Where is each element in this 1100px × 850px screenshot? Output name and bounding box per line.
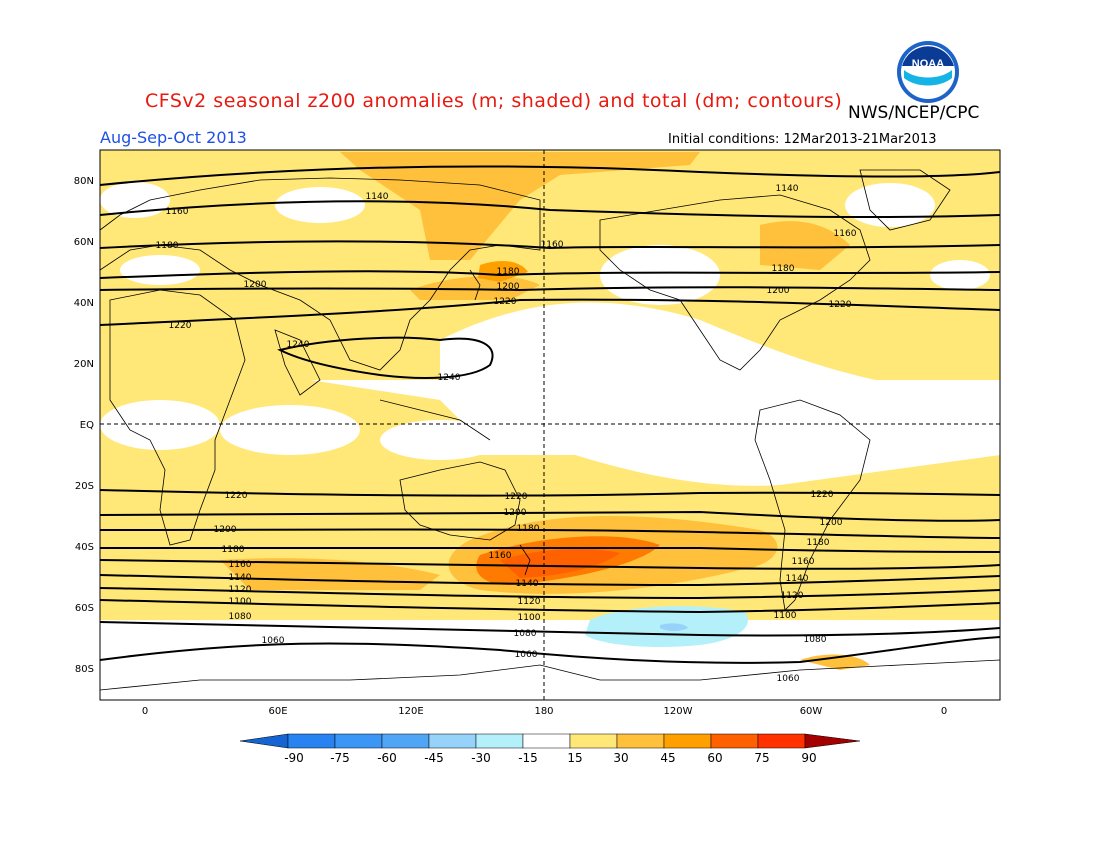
contour-label: 1140 [229, 573, 252, 583]
lat-label: 60N [74, 237, 94, 248]
lat-label: 40N [74, 298, 94, 309]
contour-label: 1120 [229, 585, 252, 595]
contour-label: 1240 [438, 373, 461, 383]
contour-label: 1100 [229, 597, 252, 607]
contour-label: 1220 [494, 297, 517, 307]
colorbar-label: -30 [471, 751, 491, 765]
lat-label: EQ [80, 420, 94, 431]
contour-label: 1160 [541, 240, 564, 250]
contour-label: 1220 [829, 300, 852, 310]
contour-label: 1200 [820, 518, 843, 528]
contour-label: 1120 [781, 591, 804, 601]
season-label: Aug-Sep-Oct 2013 [100, 128, 247, 147]
lon-label: 120E [398, 706, 423, 717]
contour-label: 1140 [776, 184, 799, 194]
colorbar-swatch [616, 733, 665, 749]
colorbar-label: -90 [284, 751, 304, 765]
height-contours [99, 165, 1001, 664]
colorbar: -90 -75 -60 -45 -30 -15 15 30 45 60 75 9… [239, 733, 861, 765]
colorbar-left-arrow [239, 733, 289, 749]
colorbar-label: -15 [518, 751, 538, 765]
contour-label: 1220 [169, 321, 192, 331]
lon-label: 0 [941, 706, 947, 717]
contour-label: 1160 [489, 551, 512, 561]
colorbar-label: 15 [567, 751, 582, 765]
contour-label: 1160 [166, 207, 189, 217]
contour-label: 1140 [786, 574, 809, 584]
lon-label: 0 [142, 706, 148, 717]
colorbar-label: -60 [377, 751, 397, 765]
contour-label: 1200 [244, 280, 267, 290]
colorbar-swatch [663, 733, 712, 749]
lat-label: 60S [75, 603, 94, 614]
contour-label: 1140 [366, 192, 389, 202]
colorbar-swatch [428, 733, 477, 749]
contour-label: 1060 [262, 636, 285, 646]
contour-label: 1220 [811, 490, 834, 500]
colorbar-label: 30 [613, 751, 628, 765]
contour-label: 1100 [774, 611, 797, 621]
lat-label: 20S [75, 481, 94, 492]
contour-label: 1220 [225, 491, 248, 501]
contour-label: 1200 [504, 508, 527, 518]
contour-label: 1220 [505, 492, 528, 502]
contour-labels: 1140 1140 1160 1160 1160 1180 1180 1200 … [156, 184, 857, 684]
colorbar-swatch [287, 733, 336, 749]
colorbar-label: 60 [707, 751, 722, 765]
contour-label: 1180 [497, 267, 520, 277]
colorbar-right-arrow [804, 733, 861, 749]
lon-label: 60W [800, 706, 823, 717]
lon-label: 60E [268, 706, 287, 717]
contour-label: 1080 [229, 612, 252, 622]
initial-conditions-label: Initial conditions: 12Mar2013-21Mar2013 [668, 132, 937, 147]
contour-label: 1200 [497, 282, 520, 292]
colorbar-label: 75 [754, 751, 769, 765]
lat-label: 40S [75, 542, 94, 553]
contour-label: 1160 [229, 560, 252, 570]
contour-label: 1200 [767, 286, 790, 296]
longitude-axis: 0 60E 120E 180 120W 60W 0 [142, 706, 947, 717]
colorbar-label: -45 [424, 751, 444, 765]
contour-label: 1180 [156, 241, 179, 251]
contour-label: 1080 [514, 629, 537, 639]
latitude-axis: 80N 60N 40N 20N EQ 20S 40S 60S 80S [74, 176, 94, 675]
colorbar-label: -75 [330, 751, 350, 765]
contour-label: 1180 [772, 264, 795, 274]
colorbar-swatch [569, 733, 618, 749]
contour-label: 1200 [214, 525, 237, 535]
map-title: CFSv2 seasonal z200 anomalies (m; shaded… [145, 90, 843, 112]
colorbar-swatch [757, 733, 806, 749]
lon-label: 180 [534, 706, 553, 717]
colorbar-swatch [381, 733, 430, 749]
anomaly-shading [100, 150, 1000, 670]
lon-label: 120W [664, 706, 693, 717]
contour-label: 1180 [517, 524, 540, 534]
contour-label: 1060 [515, 650, 538, 660]
contour-label: 1140 [516, 579, 539, 589]
contour-label: 1120 [518, 597, 541, 607]
contour-label: 1060 [777, 674, 800, 684]
noaa-logo-text: NOAA [912, 58, 944, 70]
contour-label: 1180 [222, 545, 245, 555]
contour-label: 1160 [834, 229, 857, 239]
colorbar-swatch [710, 733, 759, 749]
contour-label: 1080 [804, 635, 827, 645]
lat-label: 80S [75, 664, 94, 675]
contour-label: 1180 [807, 538, 830, 548]
lat-label: 20N [74, 359, 94, 370]
noaa-logo: NOAA [897, 41, 959, 103]
map-frame [99, 149, 1001, 701]
colorbar-label: 90 [801, 751, 816, 765]
colorbar-label: 45 [660, 751, 675, 765]
contour-label: 1160 [792, 557, 815, 567]
agency-label: NWS/NCEP/CPC [848, 103, 980, 123]
lat-label: 80N [74, 176, 94, 187]
contour-label: 1100 [518, 613, 541, 623]
colorbar-swatch [522, 733, 571, 749]
contour-label: 1240 [287, 340, 310, 350]
colorbar-swatch [334, 733, 383, 749]
colorbar-swatch [475, 733, 524, 749]
